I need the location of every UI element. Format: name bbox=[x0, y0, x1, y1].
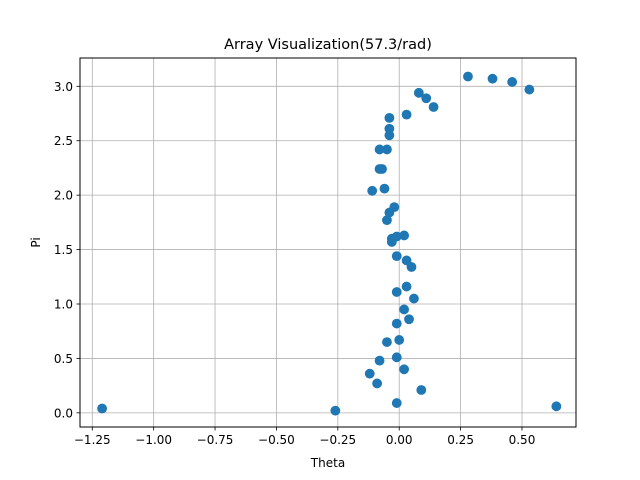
x-tick-label: −0.25 bbox=[319, 433, 356, 447]
data-point bbox=[487, 73, 498, 84]
data-point bbox=[524, 84, 535, 95]
x-tick-label: 0.25 bbox=[447, 433, 474, 447]
data-point bbox=[428, 102, 439, 112]
data-point bbox=[413, 87, 424, 98]
data-point bbox=[399, 304, 410, 315]
y-tick-label: 1.0 bbox=[54, 298, 73, 312]
data-point bbox=[399, 364, 410, 375]
data-point bbox=[384, 112, 395, 123]
chart-title: Array Visualization(57.3/rad) bbox=[224, 37, 432, 53]
x-tick-label: 0.00 bbox=[386, 433, 413, 447]
data-point bbox=[404, 314, 414, 325]
data-point bbox=[391, 318, 402, 329]
data-points bbox=[97, 71, 562, 416]
x-tick-label: −1.00 bbox=[135, 433, 172, 447]
data-point bbox=[384, 123, 395, 134]
x-tick-label: −1.25 bbox=[74, 433, 111, 447]
data-point bbox=[421, 93, 432, 104]
x-tick-label: −0.75 bbox=[197, 433, 234, 447]
data-point bbox=[401, 281, 412, 292]
data-point bbox=[382, 144, 392, 155]
x-axis-label: Theta bbox=[310, 456, 345, 470]
x-tick-label: 0.50 bbox=[509, 433, 536, 447]
data-point bbox=[374, 355, 385, 366]
x-tick-label: −0.50 bbox=[258, 433, 295, 447]
data-point bbox=[401, 109, 412, 120]
y-tick-label: 0.0 bbox=[54, 406, 73, 420]
data-point bbox=[377, 164, 387, 174]
data-point bbox=[379, 183, 390, 194]
data-point bbox=[409, 293, 419, 304]
axis-ticks: −1.25 −1.00 −0.75 −0.50 −0.25 0.00 0.25 0.50 0.0… bbox=[54, 80, 535, 447]
data-point bbox=[551, 401, 562, 412]
plot-frame bbox=[79, 57, 577, 428]
data-point bbox=[97, 403, 107, 414]
grid bbox=[80, 58, 576, 427]
data-point bbox=[391, 398, 402, 408]
data-point bbox=[401, 255, 412, 266]
data-point bbox=[394, 335, 405, 345]
y-tick-label: 0.5 bbox=[54, 352, 73, 366]
data-point bbox=[391, 231, 402, 242]
data-point bbox=[367, 185, 378, 196]
data-point bbox=[372, 378, 383, 389]
y-tick-label: 2.0 bbox=[54, 189, 73, 203]
y-tick-label: 1.5 bbox=[54, 243, 73, 257]
data-point bbox=[389, 202, 400, 213]
data-point bbox=[507, 77, 518, 87]
data-point bbox=[391, 251, 402, 262]
data-point bbox=[391, 287, 402, 297]
data-point bbox=[382, 215, 392, 226]
y-tick-label: 2.5 bbox=[54, 134, 73, 148]
data-point bbox=[463, 71, 473, 82]
data-point bbox=[382, 337, 392, 347]
data-point bbox=[330, 405, 341, 416]
y-axis-label: Pi bbox=[29, 237, 43, 247]
data-point bbox=[364, 368, 375, 379]
data-point bbox=[416, 385, 427, 395]
y-tick-label: 3.0 bbox=[54, 80, 73, 94]
data-point bbox=[391, 352, 402, 363]
data-point bbox=[374, 144, 385, 155]
data-point bbox=[399, 230, 410, 241]
